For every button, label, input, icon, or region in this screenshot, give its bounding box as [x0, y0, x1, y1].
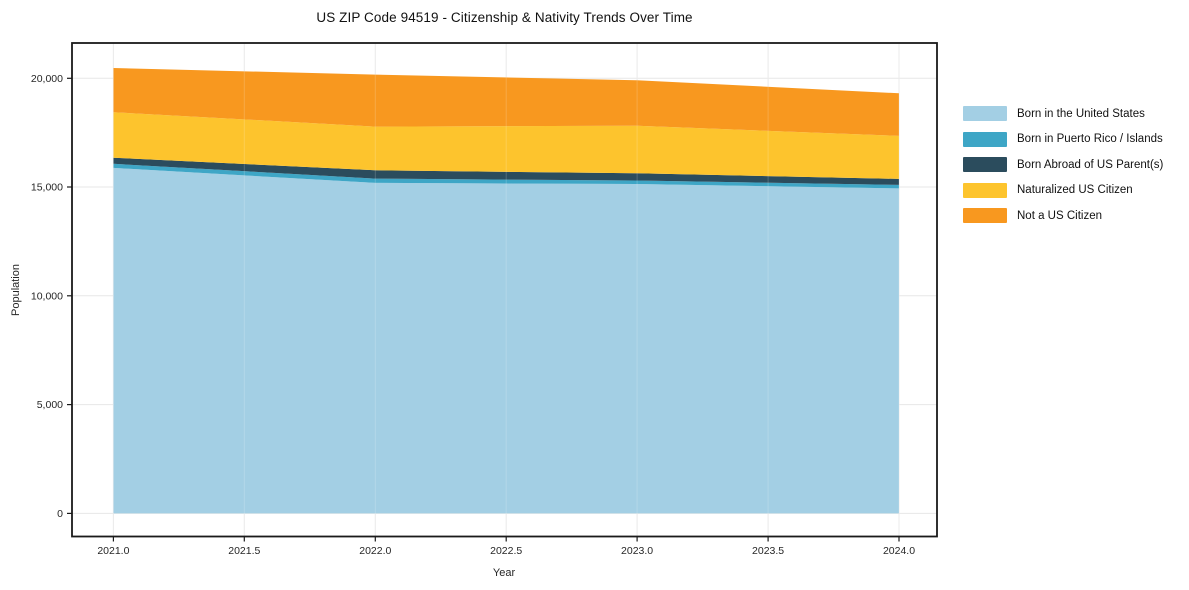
chart-title: US ZIP Code 94519 - Citizenship & Nativi… — [316, 10, 693, 25]
legend-label: Born in the United States — [1017, 107, 1145, 120]
legend-item: Naturalized US Citizen — [963, 182, 1163, 198]
legend-item: Born in Puerto Rico / Islands — [963, 131, 1163, 147]
x-axis-label: Year — [492, 567, 516, 579]
x-tick-label: 2023.0 — [621, 545, 653, 557]
plot-spine — [71, 42, 938, 538]
legend-label: Born Abroad of US Parent(s) — [1017, 158, 1164, 171]
x-tick-label: 2024.0 — [883, 545, 915, 557]
y-tick-label: 0 — [57, 508, 63, 520]
legend-item: Born in the United States — [963, 106, 1163, 121]
legend-swatch-puerto-rico — [963, 131, 1007, 147]
legend-swatch-not-citizen — [963, 208, 1007, 223]
y-tick-label: 20,000 — [31, 73, 63, 85]
legend-swatch-naturalized — [963, 182, 1007, 198]
legend-label: Born in Puerto Rico / Islands — [1017, 133, 1163, 145]
legend-label: Not a US Citizen — [1017, 209, 1103, 222]
y-tick-label: 10,000 — [31, 290, 63, 302]
y-tick-label: 5,000 — [37, 399, 63, 411]
x-tick-label: 2021.5 — [228, 545, 260, 557]
area-born-abroad-of-us-parent-s — [113, 157, 899, 185]
y-axis-label: Population — [10, 264, 22, 316]
legend: Born in the United States Born in Puerto… — [963, 106, 1163, 234]
area-born-in-the-united-states — [113, 167, 899, 514]
y-tick-label: 15,000 — [31, 182, 63, 194]
x-tick-label: 2021.0 — [97, 545, 129, 557]
area-born-in-puerto-rico-islands — [113, 163, 899, 189]
legend-item: Born Abroad of US Parent(s) — [963, 157, 1163, 172]
legend-item: Not a US Citizen — [963, 208, 1163, 223]
x-tick-label: 2022.5 — [490, 545, 522, 557]
area-not-a-us-citizen — [113, 68, 899, 136]
legend-swatch-born-abroad — [963, 157, 1007, 172]
x-tick-label: 2022.0 — [359, 545, 391, 557]
area-naturalized-us-citizen — [113, 112, 899, 179]
x-tick-label: 2023.5 — [752, 545, 784, 557]
legend-label: Naturalized US Citizen — [1017, 184, 1133, 196]
legend-swatch-born-us — [963, 106, 1007, 121]
